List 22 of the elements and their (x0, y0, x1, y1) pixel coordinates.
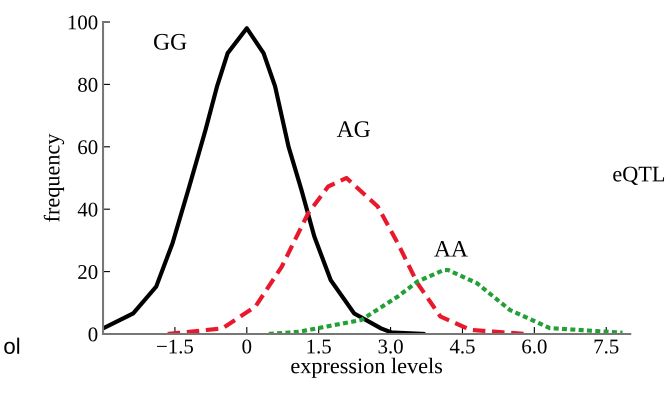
x-tick-label: 6.0 (522, 339, 547, 354)
y-tick-label: 80 (78, 78, 98, 92)
series-label: AA (434, 240, 468, 257)
line-series (266, 268, 625, 334)
x-axis-title: expression levels (291, 358, 442, 378)
series-label: GG (154, 34, 186, 50)
y-tick-label: 20 (78, 264, 98, 280)
y-tick-label: 100 (68, 15, 98, 30)
text: ol (4, 338, 20, 354)
y-axis-title: frequency (44, 134, 64, 222)
y-tick-label: 40 (78, 202, 98, 217)
y-tick-label: 0 (88, 327, 98, 342)
x-tick-label: 4.5 (450, 340, 475, 354)
y-tick-label: 60 (78, 140, 98, 154)
x-tick-label: 7.5 (594, 340, 618, 354)
x-tick-label: −1.5 (157, 340, 193, 354)
x-tick-label: 1.5 (308, 340, 331, 354)
x-tick-label: 3.0 (378, 339, 403, 354)
line-series (103, 26, 426, 334)
annotation: eQTL (613, 166, 664, 185)
series-label: AG (336, 121, 370, 138)
x-tick-label: 0 (242, 339, 252, 354)
